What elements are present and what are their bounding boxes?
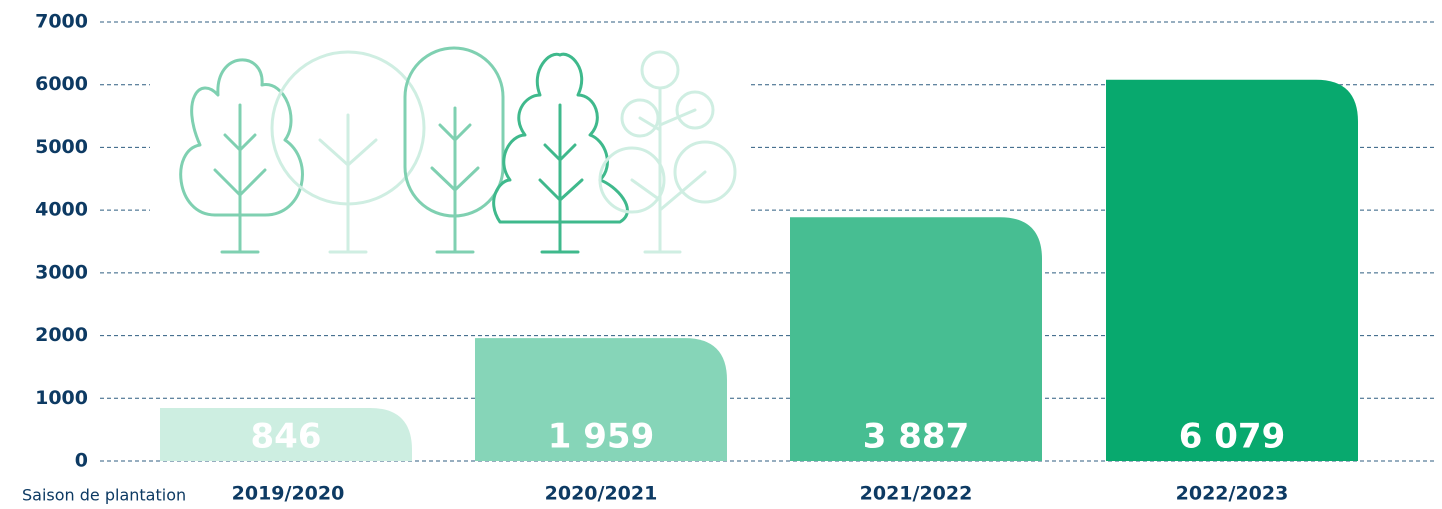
bar: [160, 407, 412, 461]
value-label: 3 887: [863, 417, 969, 457]
trees-illustration: [179, 46, 737, 254]
bar: [475, 338, 727, 461]
value-label: 1 959: [548, 417, 654, 457]
x-tick-label: 2019/2020: [232, 483, 345, 505]
y-tick-label: 7000: [35, 11, 88, 33]
value-label: 6 079: [1179, 417, 1285, 457]
y-tick-label: 0: [75, 450, 88, 472]
x-tick-label: 2022/2023: [1176, 483, 1289, 505]
x-tick-label: 2020/2021: [545, 483, 658, 505]
y-tick-label: 4000: [35, 199, 88, 221]
bar: [1106, 79, 1358, 461]
plot: 0 1000 2000 3000 4000 5000 6000 7000 846 2019/202…: [35, 11, 1358, 505]
y-tick-label: 3000: [35, 261, 88, 283]
y-tick-label: 5000: [35, 136, 88, 158]
y-tick-label: 6000: [35, 73, 88, 95]
value-label: 846: [251, 417, 322, 457]
illustration-background: [150, 40, 750, 262]
x-axis-label: Saison de plantation: [22, 486, 186, 505]
y-tick-label: 2000: [35, 324, 88, 346]
x-tick-label: 2021/2022: [860, 483, 973, 505]
bar: [790, 217, 1042, 461]
y-tick-label: 1000: [35, 387, 88, 409]
